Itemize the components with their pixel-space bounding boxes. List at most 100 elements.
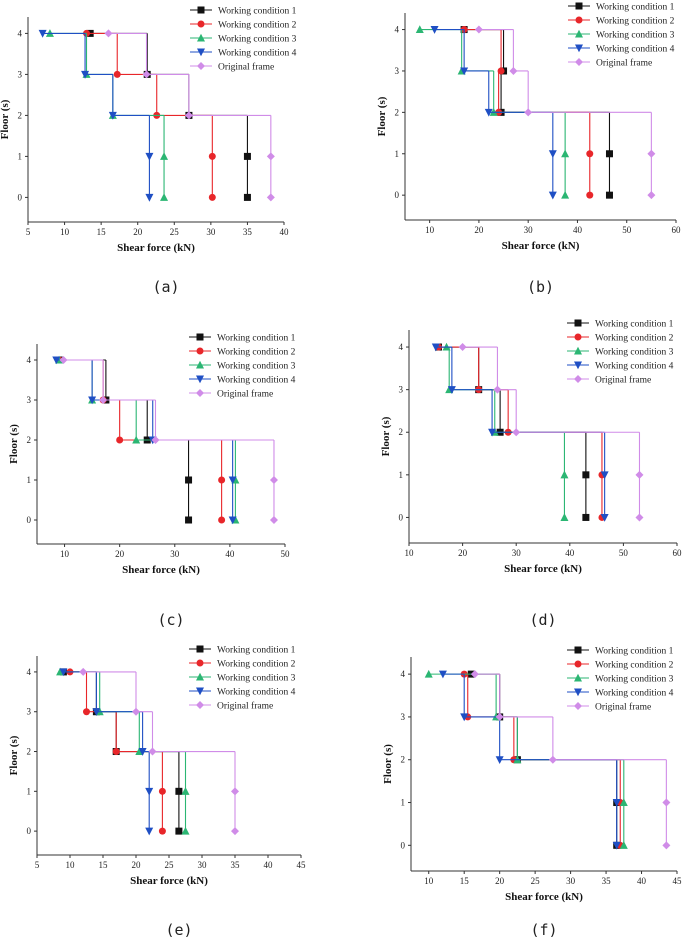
x-tick-label: 40 [280, 227, 290, 237]
x-tick-label: 15 [460, 876, 470, 886]
y-tick-label: 0 [18, 192, 23, 202]
data-point [484, 108, 493, 117]
legend-marker [196, 360, 204, 369]
chart-panel-3: 10 20 30 40 50 0 1 2 3 4 Shear force (kN) Floor (s)… [8, 333, 296, 629]
y-tick-label: 3 [399, 385, 404, 395]
data-point [560, 513, 569, 521]
x-tick-label: 25 [531, 876, 541, 886]
data-point [145, 827, 154, 836]
y-tick-label: 0 [395, 190, 400, 200]
data-point [79, 667, 88, 676]
legend-label: Working condition 4 [217, 376, 296, 386]
legend-label: Working condition 4 [595, 362, 674, 372]
series-5 [59, 356, 278, 524]
legend-marker [574, 660, 582, 668]
data-point [113, 70, 121, 78]
x-axis-title: Shear force (kN) [502, 240, 580, 252]
legend-label: Working condition 1 [595, 647, 674, 657]
chart-panel-5: 5 10 15 20 25 30 35 40 45 0 1 2 3 4 Shear force (kN) Fl… [8, 645, 307, 939]
data-point [142, 70, 151, 79]
data-point [231, 787, 239, 796]
chart-panel-2: 10 20 30 40 50 60 0 1 2 3 4 Shear force (kN) Floor (… [376, 2, 681, 296]
data-point [269, 516, 278, 524]
legend-marker [196, 389, 204, 397]
y-tick-label: 4 [27, 355, 32, 365]
legend-marker [196, 672, 204, 681]
y-tick-label: 2 [18, 110, 23, 120]
y-tick-label: 2 [401, 755, 406, 765]
x-tick-label: 40 [565, 548, 575, 558]
data-point [460, 713, 469, 722]
chart-panel-1: 5 10 15 20 25 30 35 40 0 1 2 3 4 Shear force (kN) Floo… [0, 6, 297, 296]
x-tick-label: 20 [133, 227, 143, 237]
data-point [132, 435, 141, 444]
data-point [560, 470, 569, 479]
y-tick-label: 3 [18, 69, 23, 79]
data-point [600, 471, 609, 480]
data-point [509, 66, 518, 75]
data-point [493, 385, 502, 394]
y-tick-label: 0 [401, 840, 406, 850]
legend-marker [196, 701, 204, 709]
legend-label: Working condition 2 [595, 661, 674, 671]
data-point [148, 747, 157, 756]
x-tick-label: 45 [673, 876, 683, 886]
data-point [600, 513, 609, 522]
y-tick-label: 3 [27, 707, 32, 717]
legend-marker [574, 361, 582, 370]
y-tick-label: 3 [401, 712, 406, 722]
chart-panel-6: 10 15 20 25 30 35 40 45 0 1 2 3 4 Shear force (kN) Flo… [382, 646, 683, 939]
x-tick-label: 50 [622, 225, 632, 235]
data-point [145, 193, 154, 202]
data-point [635, 513, 644, 522]
legend-marker [197, 62, 205, 70]
legend-label: Working condition 1 [595, 320, 674, 330]
y-axis-title: Floor (s) [380, 416, 392, 456]
y-tick-label: 4 [401, 669, 406, 679]
data-point [218, 516, 226, 524]
panel-caption: (e) [165, 921, 192, 939]
data-point [474, 25, 483, 34]
legend-label: Working condition 4 [595, 689, 674, 699]
legend-marker [575, 58, 583, 66]
data-point [647, 191, 656, 200]
data-point [582, 471, 590, 479]
y-axis-title: Floor (s) [8, 424, 20, 464]
data-point [561, 149, 570, 158]
data-point [438, 670, 447, 679]
data-point [243, 152, 251, 160]
legend-label: Original frame [596, 58, 652, 69]
data-point [104, 29, 113, 38]
data-point [138, 748, 147, 756]
data-point [208, 193, 216, 201]
data-point [185, 516, 193, 524]
legend-marker [574, 673, 582, 682]
legend-marker [197, 48, 205, 57]
series-2 [66, 668, 166, 835]
y-tick-label: 1 [27, 786, 32, 796]
legend-marker [197, 20, 205, 28]
data-point [38, 29, 47, 38]
data-point [52, 356, 61, 365]
x-tick-label: 10 [60, 227, 70, 237]
y-tick-label: 1 [401, 798, 406, 808]
legend-marker [574, 333, 582, 341]
legend: Working condition 1 Working condition 2 Wo… [189, 333, 296, 400]
x-tick-label: 45 [297, 860, 307, 870]
data-point [512, 428, 521, 437]
x-tick-label: 35 [243, 227, 253, 237]
data-point [524, 108, 533, 117]
y-tick-label: 3 [27, 395, 32, 405]
x-tick-label: 30 [170, 549, 180, 559]
data-point [495, 756, 504, 765]
data-point [647, 149, 656, 158]
series-5 [474, 25, 656, 200]
x-tick-label: 30 [566, 876, 576, 886]
legend: Working condition 1 Working condition 2 Wo… [189, 645, 296, 712]
y-tick-label: 0 [27, 826, 32, 836]
legend-label: Working condition 2 [218, 21, 297, 31]
data-point [181, 787, 190, 795]
panel-caption: (c) [157, 611, 184, 629]
data-point [619, 798, 628, 807]
